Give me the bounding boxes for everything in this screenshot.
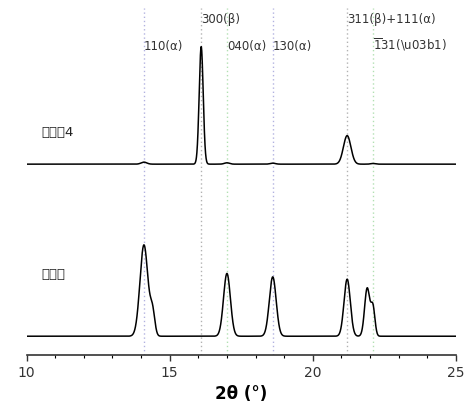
Text: 110(α): 110(α) (144, 40, 184, 53)
Text: 聚丙烯: 聚丙烯 (41, 268, 65, 281)
Text: 040(α): 040(α) (227, 40, 266, 53)
Text: 311(β)+111(α): 311(β)+111(α) (347, 13, 436, 26)
X-axis label: 2θ (°): 2θ (°) (215, 385, 267, 403)
Text: 130(α): 130(α) (273, 40, 312, 53)
Text: $\overline{1}$31(\u03b1): $\overline{1}$31(\u03b1) (373, 36, 447, 53)
Text: 实施兦4: 实施兦4 (41, 126, 73, 139)
Text: 300(β): 300(β) (201, 13, 240, 26)
